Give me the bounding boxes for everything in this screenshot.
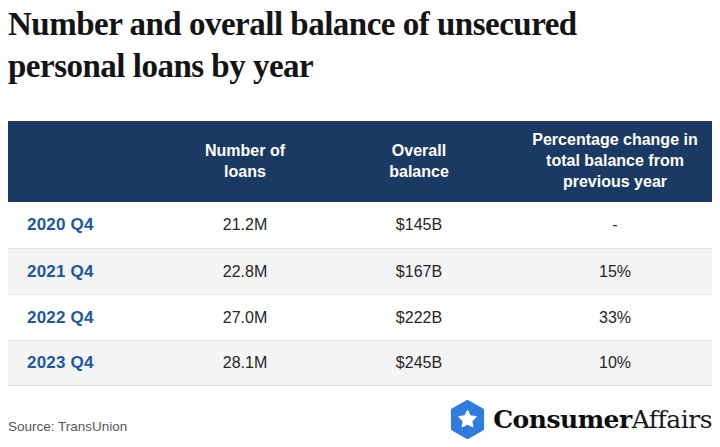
loans-infographic: Number and overall balance of unsecured …: [0, 0, 720, 447]
number-of-loans-value: 21.2M: [170, 202, 320, 248]
row-label: 2020 Q4: [8, 202, 170, 248]
number-of-loans-value: 28.1M: [170, 341, 320, 385]
overall-balance-value: $145B: [320, 202, 518, 248]
table-row-2021-q4: 2021 Q4 22.8M $167B 15%: [8, 248, 712, 294]
page-title: Number and overall balance of unsecured …: [8, 4, 700, 88]
loans-table: Number of loans Overall balance Percenta…: [8, 121, 712, 386]
table-header-row: Number of loans Overall balance Percenta…: [8, 121, 712, 202]
overall-balance-value: $245B: [320, 341, 518, 385]
column-header-overall-balance: Overall balance: [320, 121, 518, 202]
percentage-change-value: -: [518, 202, 712, 248]
column-header-percentage-change: Percentage change in total balance from …: [518, 121, 712, 202]
column-header-number-of-loans: Number of loans: [170, 121, 320, 202]
column-header-empty: [8, 121, 170, 202]
number-of-loans-value: 22.8M: [170, 249, 320, 294]
overall-balance-value: $167B: [320, 249, 518, 294]
brand-wordmark: ConsumerAffairs: [493, 405, 712, 434]
star-hexagon-icon: [449, 400, 486, 439]
table-row-2022-q4: 2022 Q4 27.0M $222B 33%: [8, 294, 712, 340]
column-header-label: Percentage change in total balance from …: [529, 130, 701, 192]
percentage-change-value: 10%: [518, 341, 712, 385]
brand-wordmark-bold: Consumer: [493, 405, 632, 434]
brand-wordmark-regular: Affairs: [632, 405, 712, 434]
table-row-2023-q4: 2023 Q4 28.1M $245B 10%: [8, 340, 712, 386]
column-header-label: Number of loans: [197, 141, 293, 183]
number-of-loans-value: 27.0M: [170, 295, 320, 340]
column-header-label: Overall balance: [377, 141, 461, 183]
row-label: 2022 Q4: [8, 295, 170, 340]
percentage-change-value: 15%: [518, 249, 712, 294]
percentage-change-value: 33%: [518, 295, 712, 340]
row-label: 2023 Q4: [8, 341, 170, 385]
row-label: 2021 Q4: [8, 249, 170, 294]
table-row-2020-q4: 2020 Q4 21.2M $145B -: [8, 202, 712, 248]
consumeraffairs-logo: ConsumerAffairs: [449, 400, 712, 439]
source-note: Source: TransUnion: [8, 419, 127, 434]
overall-balance-value: $222B: [320, 295, 518, 340]
